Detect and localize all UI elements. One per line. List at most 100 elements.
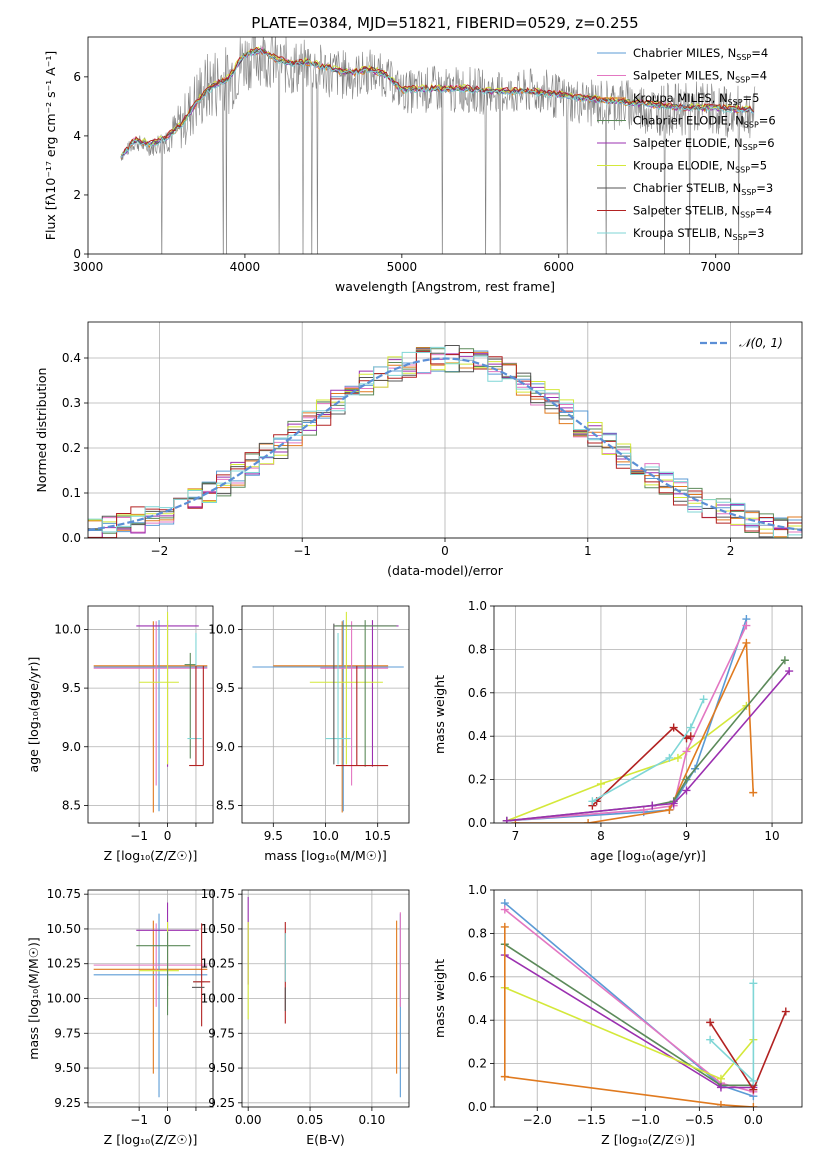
series-line-2 xyxy=(504,943,754,1087)
axes-frame xyxy=(241,889,410,1108)
series-marker xyxy=(742,621,751,630)
legend-entry: Kroupa MILES, NSSP=5 xyxy=(633,91,759,107)
model-line-7 xyxy=(120,46,754,156)
series-marker xyxy=(749,1085,758,1094)
y-tick-label: 4 xyxy=(73,129,81,143)
y-tick-label: 0.2 xyxy=(468,773,487,787)
axes-frame xyxy=(241,605,410,824)
legend-entry: Kroupa ELODIE, NSSP=5 xyxy=(633,159,767,175)
series-marker xyxy=(716,1074,725,1083)
axes-frame xyxy=(87,605,214,824)
series-marker xyxy=(648,801,657,810)
series-marker xyxy=(584,819,593,823)
x-tick-label: 0.0 xyxy=(744,1113,763,1127)
series-line-5 xyxy=(506,670,790,822)
grid xyxy=(494,889,802,1108)
x-tick-label: 1 xyxy=(584,544,592,558)
grid xyxy=(242,890,409,1107)
y-tick-label: 0.8 xyxy=(468,926,487,940)
panel-mass-vs-EBV: 0.00 0.05 0.10 9.25 9.50 9.75 10.00 10.25 10.50 1… xyxy=(201,887,410,1147)
legend-entry: Chabrier ELODIE, NSSP=6 xyxy=(633,114,776,130)
legend-entry: Kroupa STELIB, NSSP=3 xyxy=(633,226,764,242)
ticks xyxy=(238,893,373,1111)
series-marker xyxy=(682,775,691,784)
series-marker xyxy=(749,979,758,988)
x-tick-label: 4000 xyxy=(230,260,261,274)
x-axis-label: Z [log₁₀(Z/Z☉)] xyxy=(104,848,198,863)
series-line-3 xyxy=(515,642,754,823)
x-tick-label: −1 xyxy=(130,1113,148,1127)
x-tick-label: 0 xyxy=(164,1113,172,1127)
grid xyxy=(494,605,802,824)
axes-frame xyxy=(87,36,803,255)
x-axis-label: age [log₁₀(age/yr)] xyxy=(590,848,706,863)
series-marker xyxy=(500,1072,509,1081)
panel-age-vs-Z: −1 0 8.5 9.0 9.5 10.0 Z [log₁₀(Z/Z☉)] age [log₁… xyxy=(26,605,214,863)
y-tick-label: 8.5 xyxy=(62,798,81,812)
y-tick-label: 10.75 xyxy=(201,887,235,901)
legend-entry: Salpeter ELODIE, NSSP=6 xyxy=(633,136,775,152)
errorbar-0 xyxy=(93,621,208,813)
ticks xyxy=(84,629,197,827)
y-tick-label: 9.5 xyxy=(216,681,235,695)
y-axis-label: Flux [fλ10⁻¹⁷ erg cm⁻² s⁻¹ A⁻¹] xyxy=(43,51,58,240)
x-axis-label: Z [log₁₀(Z/Z☉)] xyxy=(104,1132,198,1147)
y-axis-label: mass weight xyxy=(432,675,447,754)
series-marker xyxy=(669,799,678,808)
legend-entry: Chabrier MILES, NSSP=4 xyxy=(633,46,768,62)
series-marker xyxy=(742,638,751,647)
series-line-0 xyxy=(506,705,747,822)
histogram-8 xyxy=(88,346,802,538)
ticks xyxy=(84,76,717,258)
y-tick-label: 0.0 xyxy=(468,816,487,830)
axes-frame xyxy=(87,889,214,1108)
y-tick-label: 9.5 xyxy=(62,681,81,695)
y-tick-label: 0 xyxy=(73,247,81,261)
y-tick-label: 0.3 xyxy=(62,396,81,410)
y-tick-label: 0.2 xyxy=(468,1057,487,1071)
y-tick-label: 9.25 xyxy=(208,1096,235,1110)
series-marker xyxy=(716,1100,725,1107)
y-tick-label: 9.75 xyxy=(54,1026,81,1040)
x-axis-label: Z [log₁₀(Z/Z☉)] xyxy=(601,1132,695,1147)
legend-entry: Chabrier STELIB, NSSP=3 xyxy=(633,181,773,197)
x-tick-label: −1.5 xyxy=(577,1113,606,1127)
x-tick-label: −1 xyxy=(293,544,311,558)
series-marker xyxy=(749,1076,758,1085)
series-marker xyxy=(500,905,509,914)
y-tick-label: 0.0 xyxy=(468,1100,487,1114)
grid xyxy=(88,890,213,1107)
x-tick-label: −1 xyxy=(130,829,148,843)
series-line-1 xyxy=(504,908,754,1093)
series-marker xyxy=(706,1018,715,1027)
plot-area xyxy=(93,611,208,813)
legend: Chabrier MILES, NSSP=4 Salpeter MILES, NS… xyxy=(597,46,776,242)
series-marker xyxy=(716,1083,725,1092)
panel-mass-vs-Z: −1 0 9.25 9.50 9.75 10.00 10.25 10.50 10.75 Z [lo… xyxy=(26,887,214,1147)
y-tick-label: 10.00 xyxy=(47,992,81,1006)
ticks xyxy=(84,893,197,1111)
errorbar-2 xyxy=(93,621,208,786)
series-marker xyxy=(682,786,691,795)
errorbar-6 xyxy=(325,632,351,765)
series-line-4 xyxy=(506,659,786,822)
x-tick-label: −0.5 xyxy=(685,1113,714,1127)
x-tick-label: 0.05 xyxy=(297,1113,324,1127)
x-axis-label: mass [log₁₀(M/M☉)] xyxy=(264,848,386,863)
grid xyxy=(88,606,213,823)
y-tick-label: 9.50 xyxy=(54,1061,81,1075)
x-tick-label: 7 xyxy=(512,829,520,843)
y-tick-label: 1.0 xyxy=(468,599,487,613)
x-tick-label: 0.00 xyxy=(235,1113,262,1127)
errorbar-7 xyxy=(189,665,204,767)
errorbar-2 xyxy=(320,621,389,786)
y-tick-label: 1.0 xyxy=(468,883,487,897)
y-tick-label: 0.6 xyxy=(468,686,487,700)
series-marker xyxy=(673,753,682,762)
panel-age-vs-mass: 9.5 10.0 10.5 8.5 9.0 9.5 10.0 mass [log₁₀(M/M☉… xyxy=(208,605,410,863)
y-axis-label: Normed distribution xyxy=(34,368,49,493)
series-marker xyxy=(749,1103,758,1107)
grid xyxy=(242,606,409,823)
x-tick-label: 10 xyxy=(764,829,779,843)
x-axis-label: E(B-V) xyxy=(306,1132,345,1147)
